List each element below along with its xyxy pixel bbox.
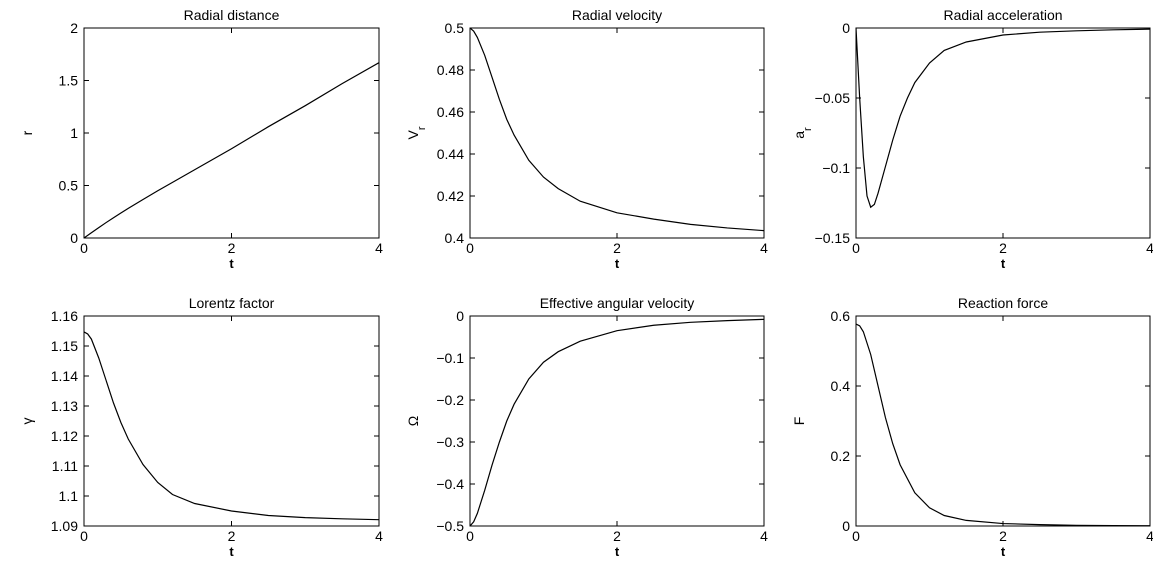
y-tick-label: −0.2	[436, 392, 464, 408]
y-tick-label: 0.42	[437, 188, 464, 204]
y-tick-label: −0.5	[436, 518, 464, 534]
y-tick-label: 1.14	[51, 368, 78, 384]
plot-area	[855, 27, 1151, 239]
x-tick-label: 2	[613, 240, 621, 256]
x-tick-label: 2	[228, 528, 236, 544]
y-tick-label: 0.46	[437, 104, 464, 120]
x-tick-label: 4	[375, 240, 383, 256]
y-axis-label-subscript: r	[416, 126, 428, 130]
series-line-1	[856, 323, 1150, 526]
y-tick-label: 1.09	[51, 518, 78, 534]
y-tick-label: −0.05	[815, 90, 851, 106]
y-tick-label: 1.15	[51, 338, 78, 354]
y-tick-label: 0.5	[59, 178, 79, 194]
y-tick-label: 1.12	[51, 428, 78, 444]
series-line-1	[470, 318, 764, 526]
y-axis-label: ar	[791, 127, 814, 139]
subplot-title: Effective angular velocity	[540, 295, 695, 311]
y-axis-label: F	[791, 417, 807, 426]
x-axis-label: t	[615, 256, 620, 271]
x-tick-label: 2	[228, 240, 236, 256]
y-tick-label: 1.13	[51, 398, 78, 414]
series-line-1	[84, 331, 379, 521]
series-line-1	[856, 28, 1150, 209]
x-tick-label: 0	[466, 528, 474, 544]
y-tick-label: 0.4	[831, 378, 851, 394]
x-axis-label: t	[229, 544, 234, 559]
y-tick-label: 0	[70, 230, 78, 246]
x-tick-label: 4	[760, 240, 768, 256]
x-tick-label: 2	[999, 240, 1007, 256]
x-tick-label: 0	[852, 240, 860, 256]
subplot-title: Radial acceleration	[943, 7, 1062, 23]
subplot-title: Reaction force	[958, 295, 1048, 311]
y-tick-label: −0.3	[436, 434, 464, 450]
x-tick-label: 2	[999, 528, 1007, 544]
y-tick-label: 0.4	[445, 230, 465, 246]
plot-area	[855, 315, 1151, 527]
subplot-title: Radial distance	[184, 7, 280, 23]
y-tick-label: −0.4	[436, 476, 464, 492]
x-tick-label: 0	[466, 240, 474, 256]
subplot-5: 0 2 4 −0.5 −0.4 −0.3 −0.2 −0.1 0 Effective angula…	[405, 295, 768, 559]
subplot-title: Radial velocity	[572, 7, 662, 23]
y-axis-label: r	[19, 130, 35, 135]
y-tick-label: 1.1	[59, 488, 79, 504]
subplot-title: Lorentz factor	[189, 295, 275, 311]
y-tick-label: 0	[456, 308, 464, 324]
y-tick-label: 1.5	[59, 73, 79, 89]
x-tick-label: 0	[80, 528, 88, 544]
y-tick-label: 2	[70, 20, 78, 36]
y-axis-label: Vr	[405, 126, 428, 139]
y-tick-label: 0.5	[445, 20, 465, 36]
series-line-1	[470, 28, 764, 232]
y-tick-label: 1.11	[52, 458, 78, 474]
series-line-1	[84, 62, 379, 238]
x-tick-label: 0	[852, 528, 860, 544]
y-tick-label: −0.15	[815, 230, 851, 246]
subplot-1: 0 2 4 0 0.5 1 1.5 2 Radial distance t r	[19, 7, 383, 271]
x-tick-label: 4	[375, 528, 383, 544]
y-tick-label: 1.16	[51, 308, 78, 324]
x-tick-label: 4	[1146, 240, 1153, 256]
plot-area	[469, 315, 765, 527]
y-tick-label: 0	[842, 518, 850, 534]
y-tick-label: 0.44	[437, 146, 464, 162]
x-tick-label: 0	[80, 240, 88, 256]
y-tick-label: 0.6	[831, 308, 851, 324]
x-tick-label: 2	[613, 528, 621, 544]
y-tick-label: 0	[842, 20, 850, 36]
x-axis-label: t	[1001, 256, 1006, 271]
y-tick-label: −0.1	[822, 160, 850, 176]
y-tick-label: −0.1	[436, 350, 464, 366]
y-axis-label: Ω	[405, 416, 421, 426]
x-tick-label: 4	[760, 528, 768, 544]
y-axis-label-subscript: r	[802, 127, 814, 131]
y-tick-label: 0.48	[437, 62, 464, 78]
subplot-3: 0 2 4 −0.15 −0.1 −0.05 0 Radial acceleration t ar	[791, 7, 1153, 271]
x-tick-label: 4	[1146, 528, 1153, 544]
plot-area	[83, 27, 380, 239]
x-axis-label: t	[1001, 544, 1006, 559]
subplot-6: 0 2 4 0 0.2 0.4 0.6 Reaction force t F	[791, 295, 1153, 559]
y-tick-label: 1	[70, 125, 78, 141]
plot-area	[469, 27, 765, 239]
x-axis-label: t	[615, 544, 620, 559]
y-axis-label: γ	[19, 418, 35, 425]
x-axis-label: t	[229, 256, 234, 271]
y-tick-label: 0.2	[831, 448, 851, 464]
subplot-2: 0 2 4 0.4 0.42 0.44 0.46 0.48 0.5 Radial velocity…	[405, 7, 768, 271]
plot-area	[83, 315, 380, 527]
subplot-4: 0 2 4 1.09 1.1 1.11 1.12 1.13 1.14 1.15 1.16 Lorent…	[19, 295, 383, 559]
